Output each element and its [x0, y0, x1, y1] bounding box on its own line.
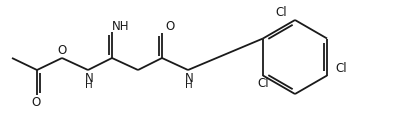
- Text: Cl: Cl: [257, 77, 269, 90]
- Text: Cl: Cl: [335, 62, 347, 75]
- Text: N: N: [185, 72, 193, 86]
- Text: N: N: [85, 72, 93, 86]
- Text: O: O: [57, 44, 67, 58]
- Text: H: H: [185, 80, 193, 90]
- Text: O: O: [166, 21, 175, 34]
- Text: H: H: [85, 80, 93, 90]
- Text: Cl: Cl: [275, 6, 287, 19]
- Text: O: O: [31, 96, 41, 109]
- Text: NH: NH: [112, 21, 130, 34]
